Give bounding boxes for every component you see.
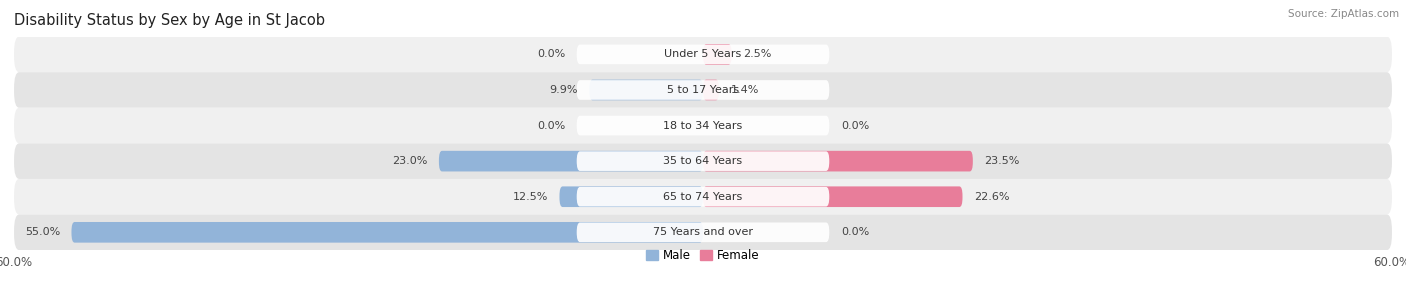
Text: 75 Years and over: 75 Years and over <box>652 227 754 237</box>
FancyBboxPatch shape <box>703 186 963 207</box>
Text: 23.5%: 23.5% <box>984 156 1019 166</box>
FancyBboxPatch shape <box>439 151 703 171</box>
FancyBboxPatch shape <box>576 45 830 64</box>
FancyBboxPatch shape <box>576 187 830 206</box>
FancyBboxPatch shape <box>589 80 703 100</box>
Legend: Male, Female: Male, Female <box>641 245 765 267</box>
Text: 5 to 17 Years: 5 to 17 Years <box>666 85 740 95</box>
Text: 12.5%: 12.5% <box>513 192 548 202</box>
FancyBboxPatch shape <box>576 80 830 100</box>
Text: Disability Status by Sex by Age in St Jacob: Disability Status by Sex by Age in St Ja… <box>14 13 325 28</box>
Text: 23.0%: 23.0% <box>392 156 427 166</box>
FancyBboxPatch shape <box>14 179 1392 214</box>
Text: 65 to 74 Years: 65 to 74 Years <box>664 192 742 202</box>
FancyBboxPatch shape <box>14 108 1392 143</box>
FancyBboxPatch shape <box>14 72 1392 108</box>
FancyBboxPatch shape <box>14 143 1392 179</box>
Text: 9.9%: 9.9% <box>550 85 578 95</box>
Text: 0.0%: 0.0% <box>841 120 869 131</box>
FancyBboxPatch shape <box>703 80 718 100</box>
Text: Under 5 Years: Under 5 Years <box>665 49 741 59</box>
Text: 2.5%: 2.5% <box>744 49 772 59</box>
FancyBboxPatch shape <box>560 186 703 207</box>
Text: 22.6%: 22.6% <box>974 192 1010 202</box>
Text: 0.0%: 0.0% <box>537 120 565 131</box>
Text: Source: ZipAtlas.com: Source: ZipAtlas.com <box>1288 9 1399 19</box>
Text: 55.0%: 55.0% <box>25 227 60 237</box>
FancyBboxPatch shape <box>576 223 830 242</box>
Text: 0.0%: 0.0% <box>537 49 565 59</box>
FancyBboxPatch shape <box>703 44 731 65</box>
FancyBboxPatch shape <box>14 37 1392 72</box>
FancyBboxPatch shape <box>703 151 973 171</box>
Text: 1.4%: 1.4% <box>731 85 759 95</box>
Text: 18 to 34 Years: 18 to 34 Years <box>664 120 742 131</box>
FancyBboxPatch shape <box>14 214 1392 250</box>
Text: 0.0%: 0.0% <box>841 227 869 237</box>
Text: 35 to 64 Years: 35 to 64 Years <box>664 156 742 166</box>
FancyBboxPatch shape <box>72 222 703 243</box>
FancyBboxPatch shape <box>576 151 830 171</box>
FancyBboxPatch shape <box>576 116 830 135</box>
